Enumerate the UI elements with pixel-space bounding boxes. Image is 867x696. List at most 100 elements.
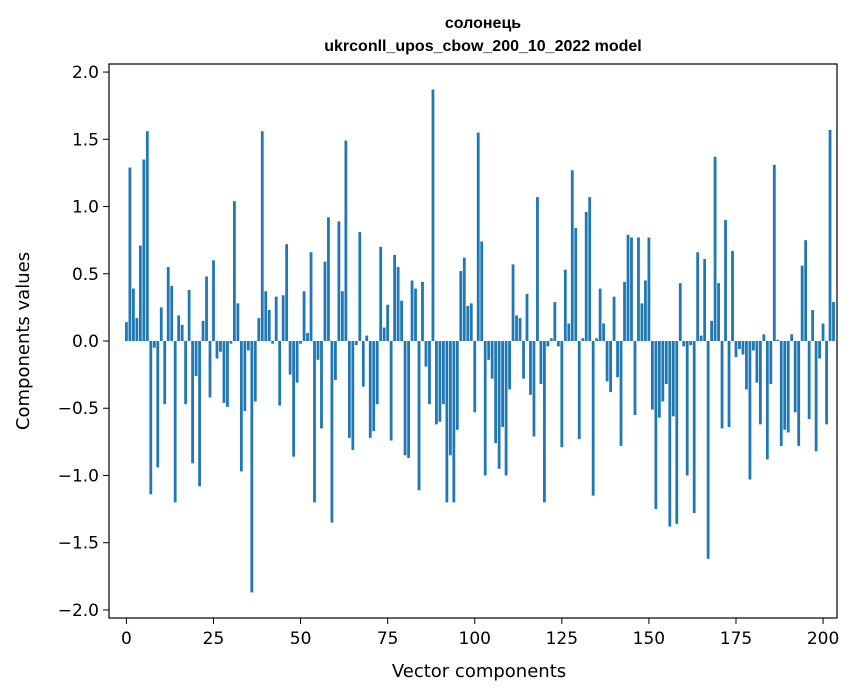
bar-143	[623, 281, 626, 341]
bar-157	[671, 341, 675, 417]
bar-15	[177, 315, 181, 341]
bar-134	[591, 341, 595, 496]
bar-158	[675, 341, 679, 524]
bar-103	[483, 341, 487, 476]
bar-49	[295, 341, 299, 383]
bar-198	[814, 341, 818, 452]
x-axis-ticks: 0 25 50 75 100 125 150 175 200	[121, 618, 839, 649]
bar-176	[738, 341, 741, 350]
bar-61	[337, 221, 341, 341]
bar-50	[299, 341, 302, 344]
bar-25	[212, 260, 215, 341]
bar-152	[654, 341, 658, 510]
bar-156	[668, 341, 672, 527]
y-tick-label: 0.5	[72, 265, 99, 285]
bar-102	[480, 241, 484, 341]
bar-107	[497, 341, 501, 469]
bar-121	[546, 341, 550, 347]
x-tick-label: 200	[807, 629, 839, 649]
bar-165	[699, 335, 703, 341]
bar-151	[650, 341, 654, 410]
bar-110	[508, 341, 511, 390]
bar-22	[201, 320, 205, 341]
bar-78	[396, 267, 400, 341]
bar-180	[752, 341, 755, 351]
bar-16	[180, 324, 184, 341]
bar-76	[389, 341, 393, 441]
bar-54	[313, 341, 316, 503]
bar-12	[166, 267, 170, 341]
bar-32	[236, 303, 240, 341]
bar-57	[323, 261, 327, 341]
bar-43	[274, 296, 278, 341]
bar-130	[577, 341, 581, 440]
bar-148	[640, 303, 644, 341]
bar-63	[344, 140, 348, 341]
bar-84	[417, 341, 421, 491]
bar-122	[549, 338, 553, 341]
bar-174	[731, 250, 734, 341]
bar-117	[532, 341, 536, 437]
bar-21	[198, 341, 201, 487]
y-tick-label: 2.0	[72, 63, 99, 83]
bar-17	[184, 341, 188, 405]
bar-179	[748, 341, 752, 480]
bar-154	[661, 341, 665, 402]
bar-52	[306, 332, 309, 341]
bar-169	[713, 156, 717, 341]
bar-197	[811, 310, 815, 341]
bar-189	[783, 341, 787, 430]
bar-175	[734, 341, 738, 358]
x-tick-label: 25	[203, 629, 225, 649]
bar-51	[302, 291, 306, 341]
bar-137	[602, 323, 606, 341]
bar-193	[797, 341, 801, 446]
bar-53	[309, 252, 313, 341]
bar-19	[191, 341, 194, 464]
bar-195	[804, 240, 808, 341]
bar-96	[459, 271, 463, 341]
bar-74	[382, 327, 386, 341]
bar-89	[435, 341, 438, 425]
bar-92	[445, 341, 449, 503]
bar-160	[682, 341, 686, 347]
bar-136	[598, 288, 602, 341]
bar-30	[229, 341, 233, 344]
bar-111	[511, 264, 515, 341]
bar-141	[616, 341, 619, 378]
bar-203	[832, 302, 835, 341]
bar-140	[612, 296, 616, 341]
bar-45	[281, 295, 285, 341]
bar-138	[605, 341, 609, 382]
bar-181	[755, 341, 759, 383]
y-tick-label: −0.5	[58, 399, 99, 419]
bar-112	[515, 315, 518, 341]
bar-56	[320, 341, 323, 429]
bar-116	[529, 341, 532, 395]
bar-44	[278, 341, 282, 406]
bar-67	[358, 232, 362, 341]
bar-124	[556, 341, 560, 347]
bar-26	[215, 341, 219, 359]
bar-125	[560, 341, 564, 448]
bar-36	[250, 341, 254, 593]
bar-73	[379, 246, 383, 341]
bar-13	[170, 285, 174, 341]
bar-72	[375, 341, 379, 405]
bar-120	[543, 341, 546, 503]
bar-66	[354, 341, 358, 346]
bar-182	[758, 341, 762, 425]
bar-29	[226, 341, 229, 407]
bar-90	[438, 341, 442, 422]
bar-59	[330, 341, 334, 523]
bar-62	[340, 291, 344, 341]
bar-101	[476, 132, 480, 341]
bar-127	[567, 323, 571, 341]
bar-171	[720, 341, 724, 429]
bar-80	[403, 341, 407, 456]
bar-0	[125, 322, 128, 341]
bar-39	[260, 131, 264, 341]
bar-170	[717, 283, 720, 341]
bar-31	[233, 201, 236, 341]
